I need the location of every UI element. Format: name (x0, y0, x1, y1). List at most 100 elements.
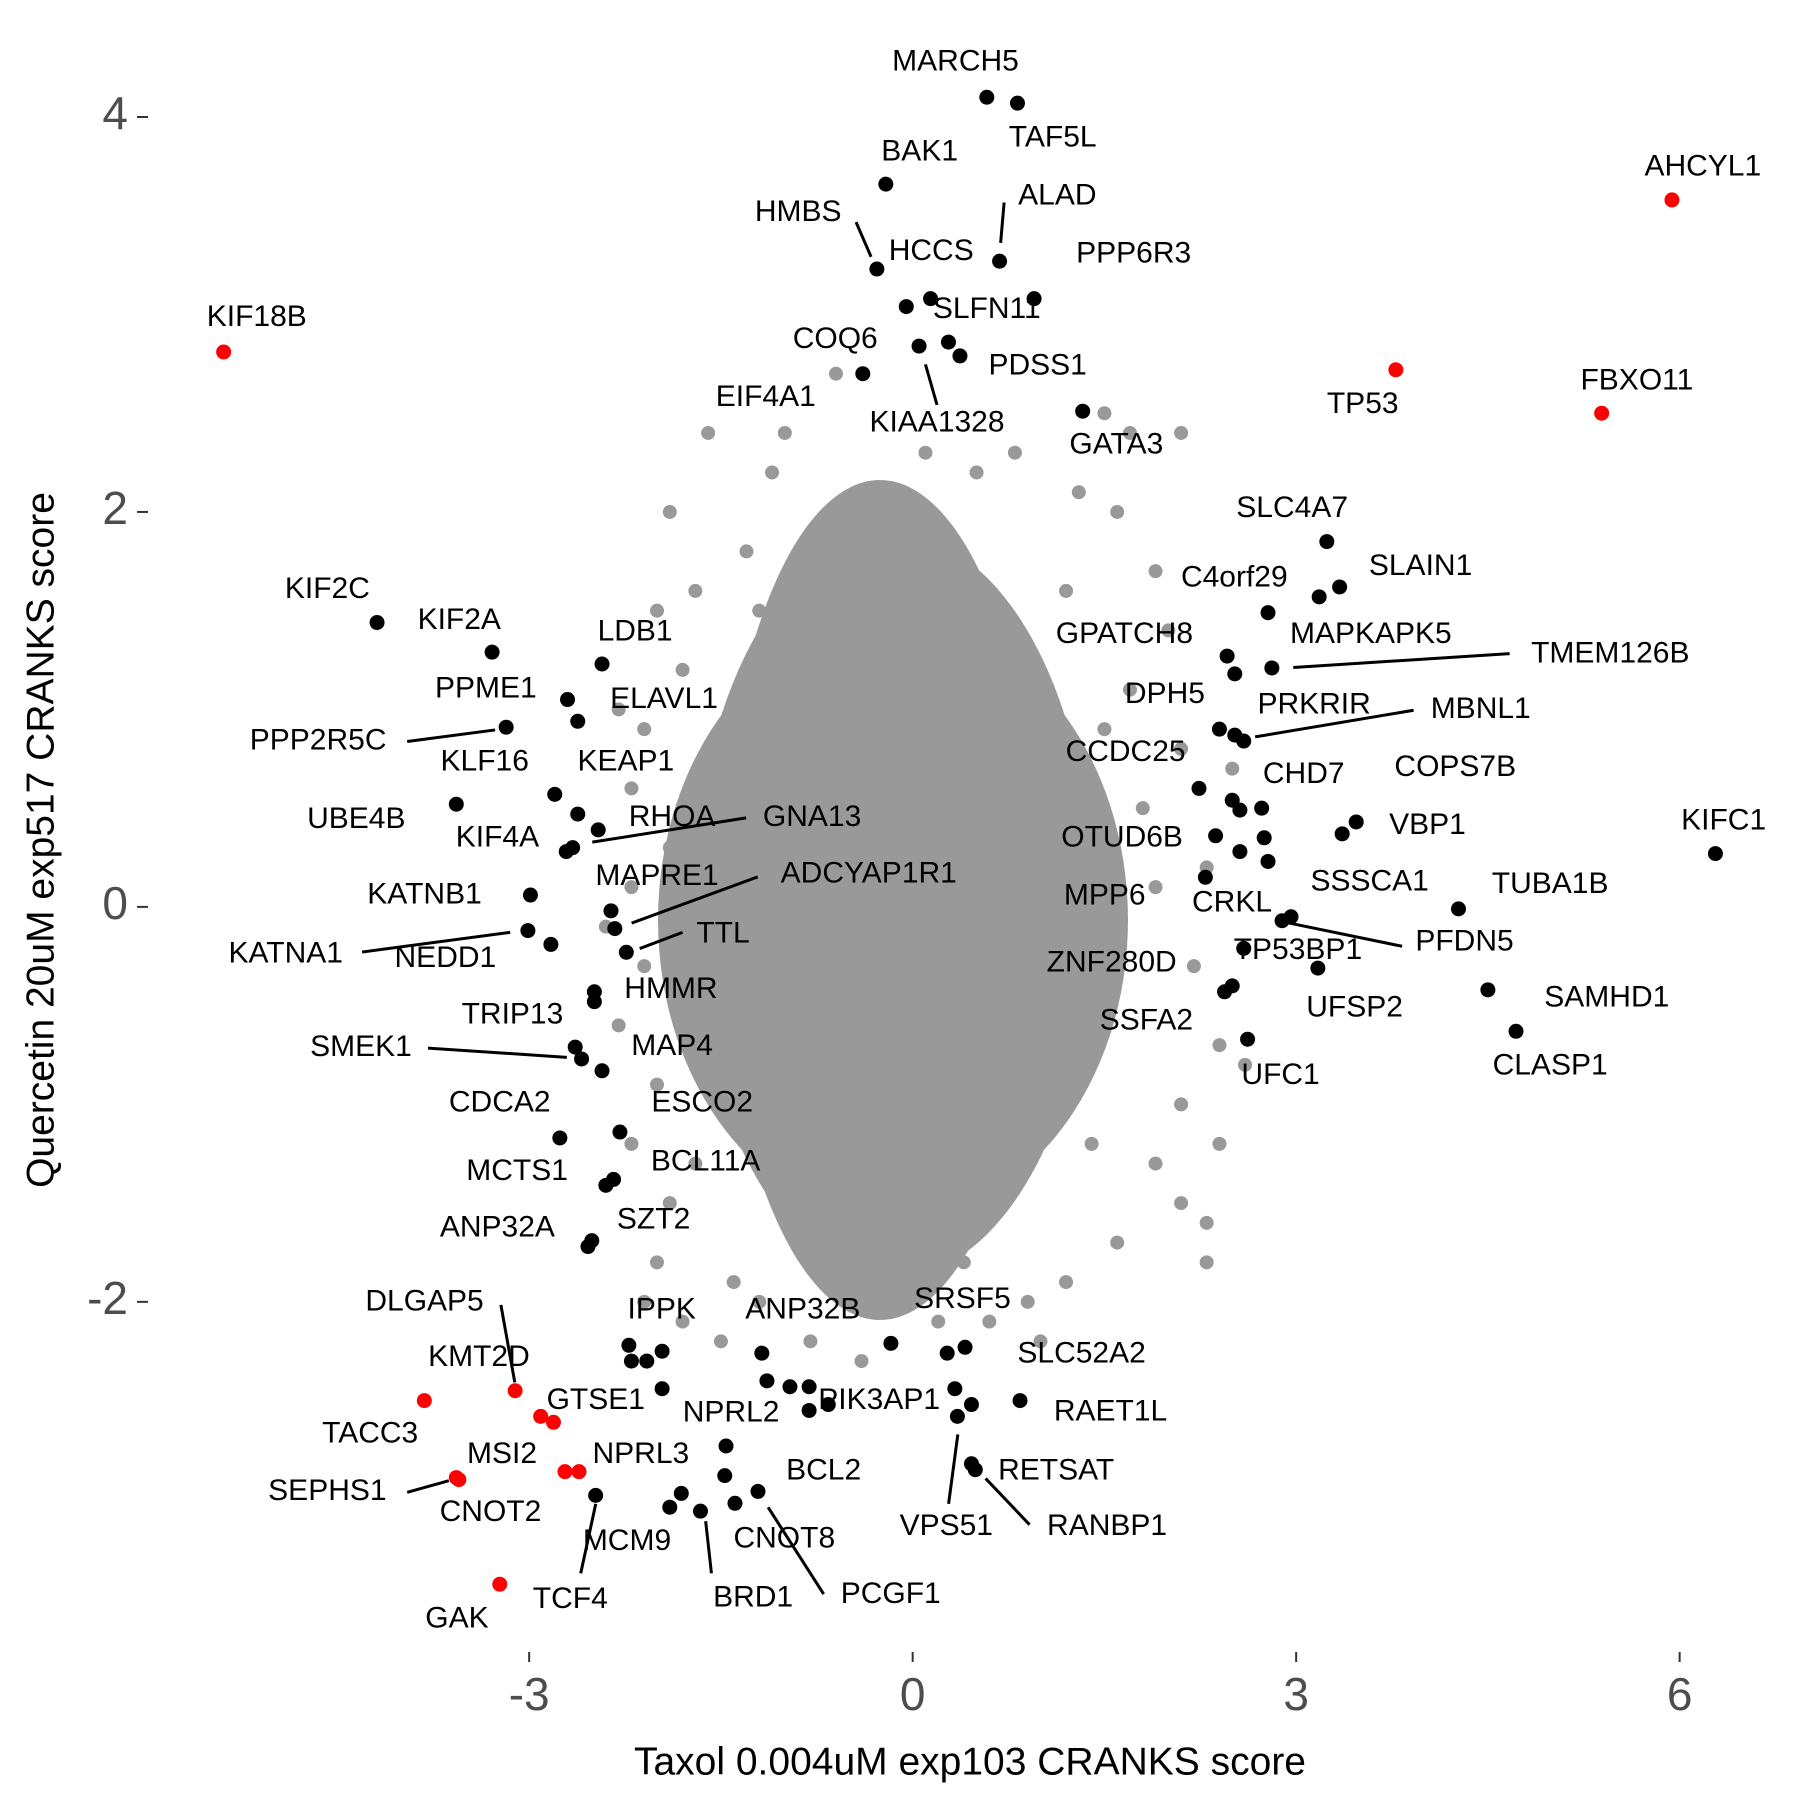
point (1174, 1097, 1189, 1112)
point (1199, 1255, 1214, 1270)
point-label: ANP32A (440, 1210, 555, 1243)
point (1225, 761, 1240, 776)
point (816, 1275, 831, 1290)
point (1026, 291, 1042, 307)
point-label: TP53 (1327, 387, 1399, 420)
point (216, 344, 232, 360)
point-label: KIF2C (285, 572, 370, 605)
point (1310, 960, 1326, 976)
point-label: TAF5L (1009, 121, 1097, 154)
point (1197, 869, 1213, 885)
point (1161, 623, 1176, 638)
point (1232, 844, 1248, 860)
point-label: COPS7B (1394, 750, 1516, 783)
point (1007, 445, 1022, 460)
point (1212, 1038, 1227, 1053)
point-label: CCDC25 (1066, 735, 1186, 768)
point-label: BRD1 (713, 1581, 793, 1614)
point (717, 1468, 733, 1484)
point (1264, 660, 1280, 676)
point-label: HCCS (889, 234, 974, 267)
point-label: SLAIN1 (1369, 549, 1472, 582)
point-label: MCM9 (583, 1524, 671, 1557)
point (675, 662, 690, 677)
point (1224, 978, 1240, 994)
point (820, 1397, 836, 1413)
point (621, 1337, 637, 1353)
point-label: PPP2R5C (250, 723, 387, 756)
point (803, 1334, 818, 1349)
point (654, 1381, 670, 1397)
point (1236, 733, 1252, 749)
point (1227, 666, 1243, 682)
point-label: NEDD1 (395, 941, 497, 974)
point (967, 1462, 983, 1478)
point (522, 887, 538, 903)
point-label: TTL (696, 917, 749, 950)
point-label: TACC3 (322, 1416, 418, 1449)
leader-line (499, 1304, 517, 1383)
point-label: TMEM126B (1531, 637, 1689, 670)
point-label: COQ6 (793, 322, 878, 355)
point (982, 1314, 997, 1329)
point (869, 261, 885, 277)
point-label: DLGAP5 (365, 1284, 483, 1317)
point (1348, 814, 1364, 830)
point-label: HMMR (624, 972, 717, 1005)
point (1219, 648, 1235, 664)
point (931, 1314, 946, 1329)
point-label: PPME1 (435, 671, 537, 704)
point (570, 806, 586, 822)
point-label: GTSE1 (547, 1383, 645, 1416)
point-label: TP53BP1 (1234, 933, 1362, 966)
point-label: RANBP1 (1047, 1509, 1167, 1542)
point-label: MBNL1 (1431, 692, 1531, 725)
point-label: ZNF280D (1047, 946, 1177, 979)
point (1480, 982, 1496, 998)
point-label: BAK1 (881, 135, 958, 168)
leader-line (639, 930, 684, 950)
point-label: MAPRE1 (595, 859, 718, 892)
leader-line (1293, 652, 1510, 669)
point (1232, 802, 1248, 818)
point (594, 1063, 610, 1079)
leader-line (631, 875, 759, 925)
point (947, 1381, 963, 1397)
point (590, 822, 606, 838)
point-label: KIAA1328 (869, 405, 1004, 438)
leader-line (361, 930, 511, 954)
point (898, 299, 914, 315)
point-label: ESCO2 (651, 1086, 753, 1119)
point (939, 1345, 955, 1361)
point (637, 1294, 652, 1309)
point (611, 1018, 626, 1033)
point (918, 445, 933, 460)
point-label: KIFC1 (1681, 803, 1766, 836)
x-tick-label: 0 (900, 1668, 926, 1720)
point-label: RHOA (629, 800, 716, 833)
point (492, 1576, 508, 1592)
point (1211, 721, 1227, 737)
point (637, 722, 652, 737)
point (923, 291, 939, 307)
leader-line (766, 1506, 825, 1595)
x-tick-label: 6 (1667, 1668, 1693, 1720)
point (1191, 780, 1207, 796)
point (662, 1499, 678, 1515)
point-label: CLASP1 (1493, 1049, 1608, 1082)
point (956, 1255, 971, 1270)
point (739, 544, 754, 559)
point (574, 1051, 590, 1067)
point (603, 903, 619, 919)
point (650, 1077, 665, 1092)
point-label: CDCA2 (449, 1086, 551, 1119)
point-label: BCL11A (651, 1145, 761, 1178)
point-label: KIF18B (207, 300, 307, 333)
point (1260, 853, 1276, 869)
point-label: KATNB1 (367, 877, 481, 910)
point (701, 425, 716, 440)
point (586, 994, 602, 1010)
point (1236, 940, 1252, 956)
point (801, 1402, 817, 1418)
